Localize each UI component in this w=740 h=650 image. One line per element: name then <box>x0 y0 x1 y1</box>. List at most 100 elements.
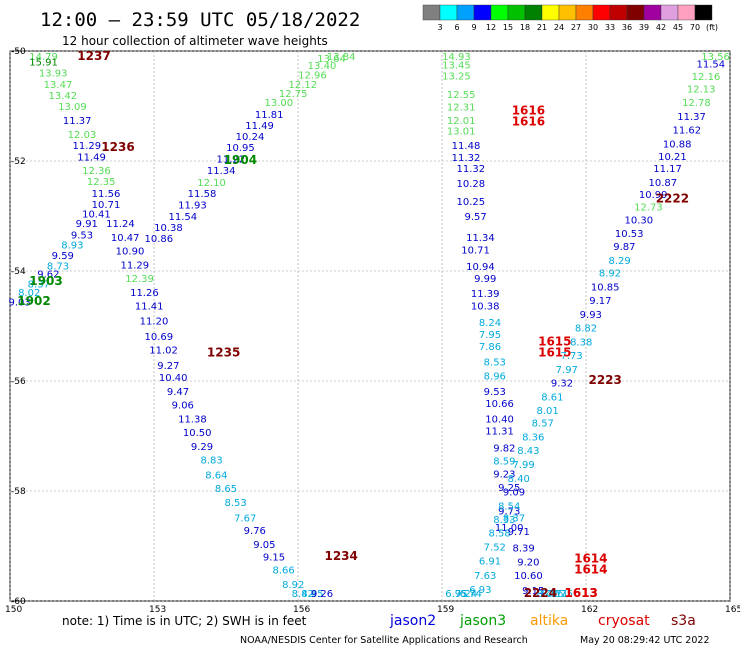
colorbar-label: 33 <box>605 23 615 32</box>
wave-height-point: 12.35 <box>87 177 116 188</box>
wave-height-point: 10.85 <box>591 282 620 293</box>
wave-height-point: 9.71 <box>508 527 530 538</box>
wave-height-point: 9.73 <box>498 507 520 518</box>
wave-height-point: 13.64 <box>317 54 346 65</box>
wave-height-point: 12.78 <box>682 98 711 109</box>
wave-height-point: 8.24 <box>479 318 501 329</box>
wave-height-point: 7.52 <box>484 542 506 553</box>
colorbar-label: 18 <box>520 23 530 32</box>
wave-height-point: 8.57 <box>532 419 554 430</box>
wave-height-point: 8.64 <box>205 470 227 481</box>
wave-height-point: 8.53 <box>224 498 246 509</box>
wave-height-point: 9.82 <box>493 443 515 454</box>
wave-height-point: 10.86 <box>144 234 173 245</box>
wave-height-point: 10.30 <box>624 216 653 227</box>
wave-height-point: 14.93 <box>442 52 471 63</box>
pass-label: 1234 <box>324 549 357 563</box>
wave-height-point: 6.93 <box>469 585 491 596</box>
x-tick-label: 150 <box>5 605 22 615</box>
wave-height-point: 10.66 <box>485 399 514 410</box>
wave-height-point: 9.99 <box>474 274 496 285</box>
wave-height-point: 9.15 <box>263 552 285 563</box>
pass-label: 1903 <box>29 274 62 288</box>
wave-height-point: 8.42 <box>292 589 314 600</box>
wave-height-point: 11.34 <box>466 233 495 244</box>
wave-height-point: 12.03 <box>68 130 97 141</box>
wave-height-point: 11.34 <box>207 166 236 177</box>
wave-height-point: 10.71 <box>92 200 121 211</box>
wave-height-point: 13.00 <box>264 98 293 109</box>
wave-height-point: 7.71 <box>546 589 568 600</box>
wave-height-point: 8.53 <box>484 358 506 369</box>
wave-height-point: 7.63 <box>474 571 496 582</box>
footer-note: note: 1) Time is in UTC; 2) SWH is in fe… <box>62 614 307 628</box>
colorbar-label: 12 <box>486 23 496 32</box>
colorbar-swatch <box>507 4 526 21</box>
colorbar-swatch <box>473 4 492 21</box>
pass-label: 1616 <box>512 103 545 117</box>
wave-height-point: 8.58 <box>488 529 510 540</box>
wave-height-point: 9.47 <box>167 387 189 398</box>
wave-height-point: 7.99 <box>512 460 534 471</box>
wave-height-point: 7.67 <box>234 513 256 524</box>
wave-height-point: 6.95 <box>445 589 467 600</box>
plot-frame <box>9 50 731 602</box>
colorbar-label: 42 <box>656 23 666 32</box>
footer-timestamp: May 20 08:29:42 UTC 2022 <box>580 635 709 646</box>
wave-height-point: 8.92 <box>599 269 621 280</box>
wave-height-point: 9.91 <box>76 219 98 230</box>
chart-title: 12:00 — 23:59 UTC 05/18/2022 <box>40 9 360 31</box>
wave-height-point: 10.87 <box>648 178 677 189</box>
wave-height-point: 12.01 <box>447 116 476 127</box>
wave-height-point: 11.32 <box>452 153 481 164</box>
wave-height-point: 8.40 <box>508 474 530 485</box>
colorbar-label: 24 <box>554 23 564 32</box>
wave-height-point: 9.62 <box>37 270 59 281</box>
pass-label: 1614 <box>574 552 607 566</box>
colorbar-swatch <box>677 4 696 21</box>
wave-height-point: 12.12 <box>288 80 317 91</box>
wave-height-point: 11.48 <box>452 141 481 152</box>
wave-height-point: 8.65 <box>215 484 237 495</box>
y-tick-label: -54 <box>11 267 26 277</box>
wave-height-point: 8.39 <box>512 544 534 555</box>
pass-label: 1614 <box>574 563 607 577</box>
wave-height-point: 7.73 <box>560 351 582 362</box>
wave-height-point: 11.49 <box>77 152 106 163</box>
wave-height-point: 11.38 <box>178 414 207 425</box>
wave-height-point: 10.71 <box>461 245 490 256</box>
wave-height-point: 12.16 <box>692 72 721 83</box>
wave-height-point: 11.26 <box>130 288 159 299</box>
wave-height-point: 13.93 <box>39 68 68 79</box>
wave-height-point: 13.01 <box>447 127 476 138</box>
wave-height-point: 7.95 <box>479 330 501 341</box>
wave-height-point: 14.79 <box>29 52 58 63</box>
wave-height-point: 11.49 <box>245 121 274 132</box>
wave-height-point: 10.95 <box>226 143 255 154</box>
pass-label: 1237 <box>77 49 110 63</box>
colorbar-swatch <box>626 4 645 21</box>
grid <box>9 50 731 602</box>
wave-height-point: 8.75 <box>551 589 573 600</box>
wave-height-point: 9.25 <box>498 483 520 494</box>
pass-label: 1615 <box>538 334 571 348</box>
colorbar-swatch <box>592 4 611 21</box>
wave-height-point: 12.55 <box>447 90 476 101</box>
legend-cryosat: cryosat <box>598 613 650 629</box>
y-tick-label: -50 <box>11 47 26 57</box>
wave-height-point: 12.36 <box>82 166 111 177</box>
colorbar-unit: (ft) <box>706 23 718 32</box>
pass-label: 2222 <box>656 191 689 205</box>
wave-height-point: 10.60 <box>514 571 543 582</box>
pass-label: 1615 <box>538 345 571 359</box>
wave-height-point: 10.40 <box>485 414 514 425</box>
wave-height-point: 9.59 <box>52 251 74 262</box>
wave-height-point: 15.91 <box>29 57 58 68</box>
x-tick-label: 153 <box>149 605 166 615</box>
wave-height-point: 6.74 <box>460 589 482 600</box>
wave-height-point: 9.06 <box>172 401 194 412</box>
wave-height-point: 11.62 <box>672 126 701 137</box>
wave-height-point: 12.73 <box>634 203 663 214</box>
wave-height-point: 13.42 <box>48 91 77 102</box>
legend-jason3: jason3 <box>459 613 506 629</box>
